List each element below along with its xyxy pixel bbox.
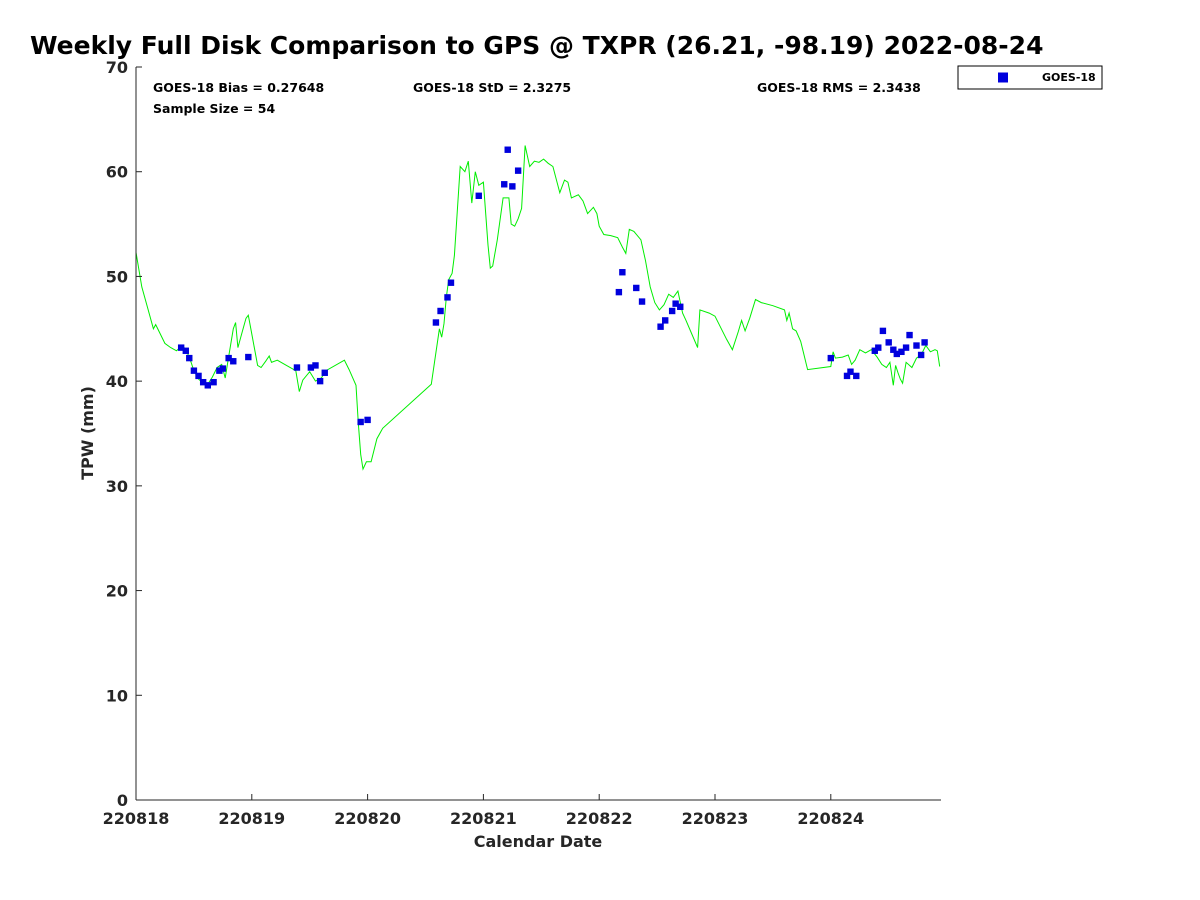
data-point-goes18 [190, 367, 198, 374]
series-line-gps [135, 145, 941, 471]
x-tick-label: 220822 [566, 809, 633, 828]
y-tick-label: 60 [106, 163, 128, 182]
y-tick-label: 40 [106, 372, 128, 391]
data-point-goes18 [827, 354, 834, 362]
y-axis-ticks: 0 10 20 30 40 50 60 70 [106, 58, 142, 810]
data-point-goes18 [210, 378, 217, 386]
data-point-goes18 [357, 418, 364, 426]
plot-area [136, 67, 941, 800]
data-point-goes18 [216, 367, 223, 374]
legend-box [957, 65, 1103, 90]
x-tick-label: 220824 [797, 809, 864, 828]
data-point-goes18 [186, 354, 193, 362]
y-tick-label: 50 [106, 267, 128, 286]
data-point-goes18 [225, 354, 232, 362]
y-tick-label: 10 [106, 686, 128, 705]
data-point-goes18 [885, 339, 892, 346]
data-point-goes18 [364, 416, 371, 424]
x-axis-label: Calendar Date [474, 832, 603, 851]
data-point-goes18 [879, 327, 887, 335]
data-point-goes18 [177, 344, 185, 351]
sample-size-stat: Sample Size = 54 [153, 101, 275, 116]
y-tick-label: 0 [117, 791, 128, 810]
data-point-goes18 [312, 362, 319, 369]
data-point-goes18 [917, 351, 925, 359]
data-point-goes18 [633, 284, 640, 292]
data-point-goes18 [293, 364, 301, 371]
legend-label-goes18: GOES-18 [1042, 71, 1096, 84]
x-axis-ticks: 220818 220819 220820 220821 220822 220823 2208… [103, 794, 864, 828]
std-stat: GOES-18 StD = 2.3275 [413, 80, 571, 95]
data-point-goes18 [853, 372, 860, 380]
data-point-goes18 [230, 358, 237, 365]
data-point-goes18 [432, 319, 440, 326]
data-point-goes18 [504, 146, 511, 153]
y-axis-label: TPW (mm) [78, 386, 97, 480]
data-point-goes18 [843, 372, 851, 380]
data-point-goes18 [921, 339, 928, 346]
y-tick-label: 20 [106, 582, 128, 601]
data-point-goes18 [672, 300, 679, 307]
bias-stat: GOES-18 Bias = 0.27648 [153, 80, 324, 95]
data-point-goes18 [615, 288, 623, 296]
data-point-goes18 [514, 167, 522, 174]
data-point-goes18 [321, 369, 328, 376]
x-tick-label: 220819 [218, 809, 285, 828]
data-point-goes18 [619, 269, 626, 276]
data-point-goes18 [913, 342, 920, 349]
data-point-goes18 [444, 294, 451, 301]
y-tick-label: 70 [106, 58, 128, 77]
data-point-goes18 [847, 368, 854, 375]
data-point-goes18 [447, 279, 455, 286]
data-point-goes18 [316, 377, 324, 385]
data-point-goes18 [182, 347, 189, 354]
data-point-goes18 [638, 298, 646, 305]
y-tick-label: 30 [106, 477, 128, 496]
data-point-goes18 [875, 344, 882, 351]
plot-layer [135, 145, 941, 471]
data-point-goes18 [204, 382, 211, 389]
data-point-goes18 [307, 364, 315, 371]
legend: GOES-18 [957, 65, 1103, 90]
chart-title: Weekly Full Disk Comparison to GPS @ TXP… [30, 31, 1043, 60]
data-point-goes18 [437, 307, 444, 315]
data-point-goes18 [871, 347, 879, 354]
data-point-goes18 [893, 350, 901, 358]
data-point-goes18 [475, 192, 482, 199]
data-point-goes18 [509, 183, 516, 190]
data-point-goes18 [906, 331, 913, 339]
data-point-goes18 [890, 346, 897, 353]
rms-stat: GOES-18 RMS = 2.3438 [757, 80, 921, 95]
legend-marker-goes18 [998, 72, 1008, 83]
data-point-goes18 [898, 348, 905, 356]
data-point-goes18 [199, 378, 207, 386]
x-tick-label: 220823 [682, 809, 749, 828]
data-point-goes18 [657, 323, 664, 330]
data-point-goes18 [677, 303, 684, 310]
data-point-goes18 [668, 307, 676, 315]
x-tick-label: 220820 [334, 809, 401, 828]
x-tick-label: 220818 [103, 809, 170, 828]
x-tick-label: 220821 [450, 809, 517, 828]
data-point-goes18 [902, 344, 910, 351]
data-point-goes18 [662, 317, 669, 324]
data-point-goes18 [501, 181, 508, 188]
data-point-goes18 [219, 365, 227, 372]
data-point-goes18 [195, 372, 202, 380]
data-point-goes18 [245, 353, 252, 361]
